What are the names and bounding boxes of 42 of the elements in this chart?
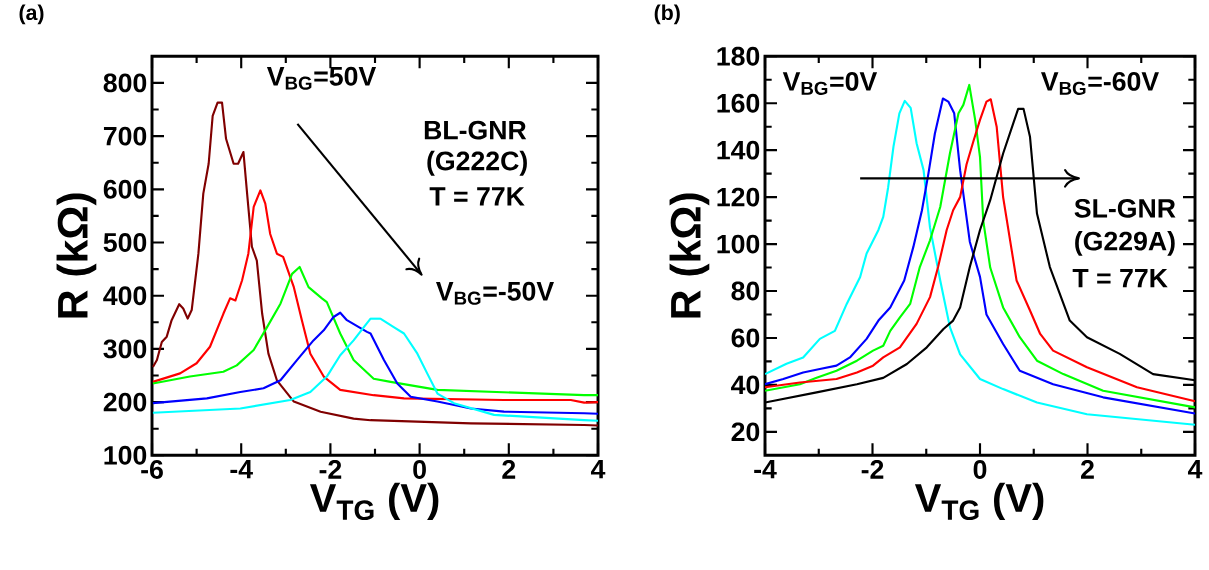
- x-axis-title: V$_{TG}$ (V): [914, 482, 1044, 520]
- annotation: (G229A): [1075, 230, 1175, 256]
- annotation: T = 77K: [1072, 268, 1168, 288]
- y-tick-label: 400: [103, 286, 147, 305]
- y-tick-label: 60: [731, 328, 760, 348]
- annotation: V$_{BG}$=-60V: [1040, 71, 1159, 95]
- x-tick-label: 2: [1081, 459, 1094, 479]
- y-tick-label: 700: [103, 126, 147, 146]
- y-axis-title: R (kΩ): [669, 193, 710, 318]
- y-tick-label: 120: [717, 187, 760, 207]
- y-tick-label: 80: [731, 281, 760, 301]
- y-tick-label: 200: [103, 392, 147, 412]
- y-tick-label: 800: [103, 73, 147, 93]
- annotation: T = 77K: [429, 187, 525, 206]
- y-axis-title: R (kΩ): [56, 193, 97, 318]
- y-tick-label: 600: [103, 179, 147, 199]
- chart-title: (b): [654, 4, 680, 25]
- y-tick-label: 500: [103, 232, 147, 252]
- x-tick-label: -2: [319, 459, 342, 479]
- y-tick-label: 300: [103, 339, 147, 359]
- annotation: V$_{BG}$=-50V: [436, 281, 554, 305]
- annotation: (G222C): [427, 150, 527, 176]
- x-tick-label: -4: [230, 459, 253, 479]
- x-tick-label: 2: [502, 459, 516, 479]
- annotation: V$_{BG}$=50V: [266, 66, 377, 90]
- annotation: BL-GNR: [424, 120, 527, 140]
- x-tick-label: -2: [861, 459, 884, 479]
- x-tick-label: 4: [1187, 459, 1203, 479]
- y-tick-label: 40: [731, 375, 760, 395]
- y-tick-label: 20: [731, 422, 760, 442]
- annotation: SL-GNR: [1074, 198, 1176, 218]
- y-tick-label: 140: [717, 140, 760, 160]
- x-tick-label: 0: [413, 459, 426, 479]
- x-tick-label: 0: [973, 459, 987, 479]
- chart-title: (a): [19, 4, 44, 25]
- x-tick-label: -4: [754, 459, 777, 479]
- y-tick-label: 180: [717, 46, 760, 66]
- x-axis-title: V$_{TG}$ (V): [309, 482, 439, 520]
- x-tick-label: 4: [590, 459, 606, 479]
- y-tick-label: 100: [717, 234, 760, 254]
- annotation: V$_{BG}$=0V: [782, 71, 878, 95]
- y-tick-label: 160: [717, 93, 760, 113]
